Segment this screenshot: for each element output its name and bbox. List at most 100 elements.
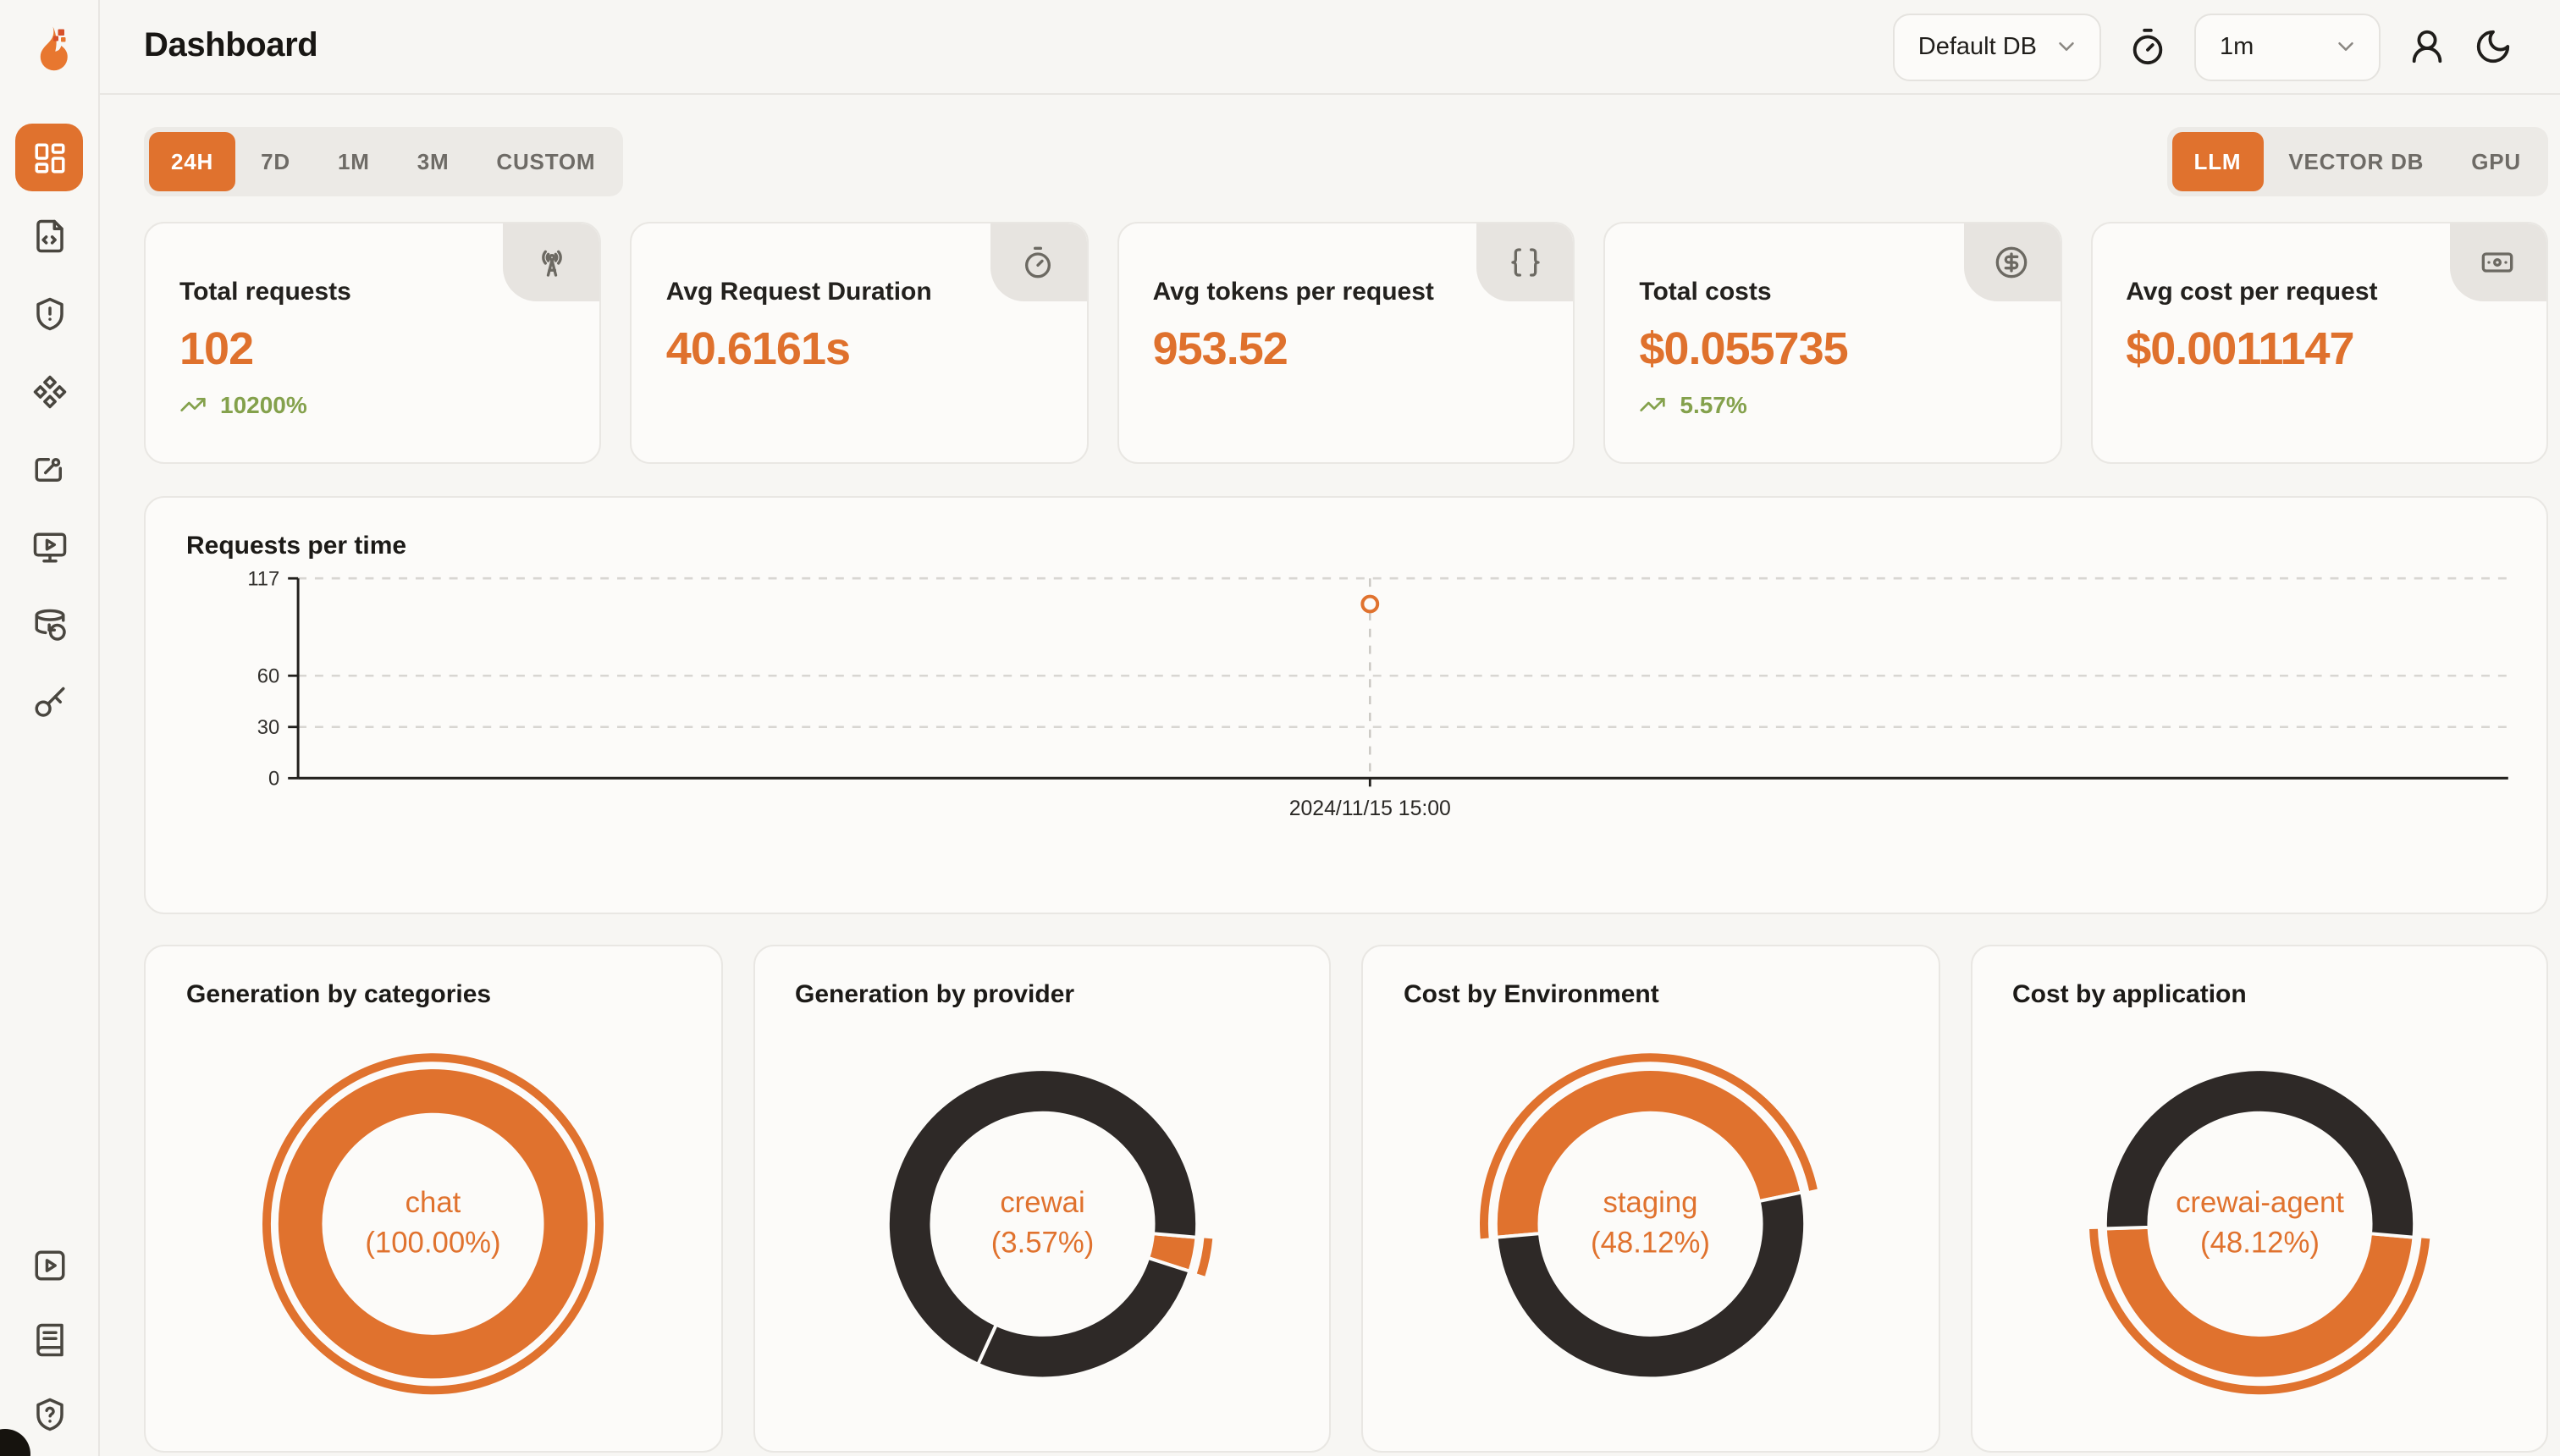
pie-slice[interactable] <box>974 1255 1191 1381</box>
sidebar-item-prompts[interactable] <box>15 357 83 425</box>
sidebar-item-databases[interactable] <box>15 591 83 659</box>
time-range-tabs: 24H 7D 1M 3M CUSTOM <box>144 127 623 196</box>
stat-card-avg-request-duration: Avg Request Duration 40.6161s <box>630 222 1089 464</box>
donut-chart: crewai-agent (48.12%) <box>2088 1067 2430 1395</box>
timer-icon <box>2132 28 2163 65</box>
y-tick-label: 0 <box>268 768 279 791</box>
trending-up-icon <box>180 398 206 411</box>
tabs-row: 24H 7D 1M 3M CUSTOM LLM VECTOR DB GPU <box>144 127 2548 196</box>
pie-slice[interactable] <box>1494 1190 1807 1381</box>
tab-scope-vector-db[interactable]: VECTOR DB <box>2266 132 2446 191</box>
pie-slice-staging[interactable] <box>1493 1067 1804 1239</box>
refresh-interval-value: 1m <box>2220 33 2254 60</box>
stat-card-avg-tokens-per-request: Avg tokens per request 953.52 <box>1117 222 1575 464</box>
data-point[interactable] <box>1360 594 1380 614</box>
sidebar-item-exceptions[interactable] <box>15 279 83 347</box>
stat-trend-value: 10200% <box>220 391 307 418</box>
donut-center-label: crewai (3.57%) <box>990 1187 1094 1260</box>
tab-range-24h[interactable]: 24H <box>149 132 236 191</box>
stat-icon-badge <box>2449 223 2546 301</box>
stat-label: Total requests <box>179 278 351 306</box>
sidebar-item-evaluations[interactable] <box>15 435 83 503</box>
main-content: 24H 7D 1M 3M CUSTOM LLM VECTOR DB GPU Total re… <box>100 95 2560 1456</box>
stat-icon-badge <box>1476 223 1574 301</box>
donut-card-row: Generation by categories chat (100.00%) Gen… <box>144 945 2548 1453</box>
pie-slice[interactable] <box>2102 1067 2416 1239</box>
shield-question-icon <box>36 1397 63 1431</box>
stat-label: Avg Request Duration <box>665 278 932 306</box>
stat-icon-badge <box>1963 223 2061 301</box>
file-code-icon <box>36 218 63 252</box>
pie-slice[interactable] <box>885 1067 1199 1367</box>
shield-alert-icon <box>36 296 63 330</box>
circle-dollar-sign-icon <box>1995 246 2028 279</box>
sidebar-nav-top <box>15 124 83 736</box>
stat-trend: 5.57% <box>1639 391 2026 418</box>
chart-title: Cost by Environment <box>1404 980 1659 1009</box>
database-select[interactable]: Default DB <box>1892 13 2101 80</box>
refresh-interval-select[interactable]: 1m <box>2194 13 2381 80</box>
sidebar <box>0 0 100 1456</box>
tab-range-custom[interactable]: CUSTOM <box>474 132 617 191</box>
braces-icon <box>1510 248 1540 277</box>
donut-chart-container: crewai-agent (48.12%) <box>1972 946 2546 1451</box>
radio-tower-icon <box>541 250 562 277</box>
app-logo <box>24 22 74 73</box>
stat-trend: 10200% <box>179 391 566 418</box>
stat-value: 953.52 <box>1152 323 1288 374</box>
chart-title: Requests per time <box>186 532 407 560</box>
tab-scope-llm[interactable]: LLM <box>2171 132 2264 191</box>
monitor-play-icon <box>32 532 66 562</box>
sidebar-item-api-keys[interactable] <box>15 669 83 736</box>
sidebar-nav-bottom <box>15 1231 83 1456</box>
banknote-icon <box>2482 252 2514 273</box>
requests-per-time-card: Requests per time 0 30 60 117 2024/11/15 15:… <box>144 496 2548 914</box>
theme-toggle-button[interactable] <box>2474 27 2513 66</box>
pie-slice-crewai-agent[interactable] <box>2102 1225 2415 1381</box>
chart-title: Generation by provider <box>795 980 1075 1009</box>
sidebar-item-tutorials[interactable] <box>15 1231 83 1299</box>
pie-highlight-ring <box>262 1053 604 1395</box>
stat-card-row: Total requests 102 10200% Avg Request Durat… <box>144 222 2548 464</box>
donut-center-label: crewai-agent (48.12%) <box>2175 1187 2343 1260</box>
sidebar-item-playground[interactable] <box>15 513 83 581</box>
chart-title: Cost by application <box>2012 980 2247 1009</box>
user-menu-button[interactable] <box>2408 27 2447 66</box>
pie-slice-chat[interactable] <box>278 1069 588 1379</box>
sidebar-item-documentation[interactable] <box>15 1305 83 1373</box>
sidebar-item-support[interactable] <box>15 1380 83 1448</box>
flame-logo-icon <box>40 26 68 71</box>
donut-center-label: chat (100.00%) <box>365 1187 500 1260</box>
tab-range-7d[interactable]: 7D <box>239 132 312 191</box>
donut-chart: staging (48.12%) <box>1479 1053 1818 1381</box>
y-tick-label: 30 <box>257 716 279 739</box>
x-tick-label: 2024/11/15 15:00 <box>1289 797 1451 820</box>
database-select-value: Default DB <box>1917 33 2037 60</box>
chart-title: Generation by categories <box>186 980 492 1009</box>
topbar-controls: Default DB 1m <box>1892 13 2513 80</box>
donut-chart: crewai (3.57%) <box>885 1067 1212 1381</box>
sidebar-item-dashboard[interactable] <box>15 124 83 191</box>
stat-value: $0.055735 <box>1639 323 1848 374</box>
tab-range-3m[interactable]: 3M <box>395 132 472 191</box>
requests-line-chart: 0 30 60 117 2024/11/15 15:00 <box>247 568 2508 820</box>
layout-dashboard-icon <box>34 142 64 173</box>
y-tick-label: 117 <box>247 568 279 591</box>
stat-card-total-costs: Total costs $0.055735 5.57% <box>1603 222 2062 464</box>
trending-up-icon <box>1640 398 1666 411</box>
stat-label: Total costs <box>1639 278 1772 306</box>
donut-card-generation-by-provider: Generation by provider crewai (3.57%) <box>753 945 1331 1453</box>
stat-trend-value: 5.57% <box>1680 391 1747 418</box>
tab-scope-gpu[interactable]: GPU <box>2449 132 2543 191</box>
donut-card-cost-by-environment: Cost by Environment staging (48.12%) <box>1361 945 1939 1453</box>
stat-card-total-requests: Total requests 102 10200% <box>144 222 602 464</box>
donut-center-label: staging (48.12%) <box>1591 1187 1710 1260</box>
refresh-history-button[interactable] <box>2128 27 2167 66</box>
tab-range-1m[interactable]: 1M <box>316 132 392 191</box>
sidebar-item-requests[interactable] <box>15 201 83 269</box>
chevron-down-icon <box>2338 42 2353 51</box>
scope-tabs: LLM VECTOR DB GPU <box>2166 127 2548 196</box>
book-icon <box>36 1322 63 1356</box>
donut-chart-container: chat (100.00%) <box>146 946 720 1451</box>
